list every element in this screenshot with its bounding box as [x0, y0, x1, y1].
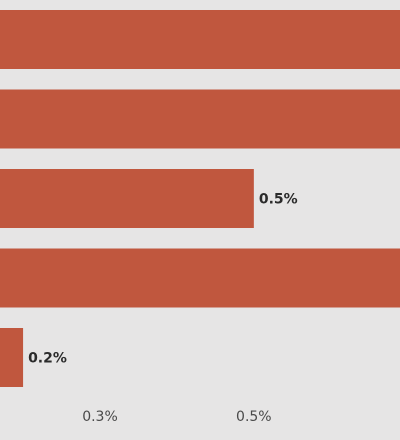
x-tick-label-2: 0.5%	[236, 409, 272, 425]
x-axis-ticks: 0.3% 0.5%	[82, 409, 271, 425]
bars-group	[0, 10, 400, 387]
bar-5-value-label: 0.2%	[28, 351, 67, 367]
bar-4	[0, 248, 400, 308]
bar-3-value-label: 0.5%	[259, 192, 298, 208]
x-tick-label-1: 0.3%	[82, 409, 118, 425]
data-labels-group: 0.5% 0.2%	[28, 192, 298, 367]
bar-2	[0, 89, 400, 149]
bar-1	[0, 10, 400, 69]
bar-5	[0, 328, 24, 387]
bar-3	[0, 169, 254, 228]
